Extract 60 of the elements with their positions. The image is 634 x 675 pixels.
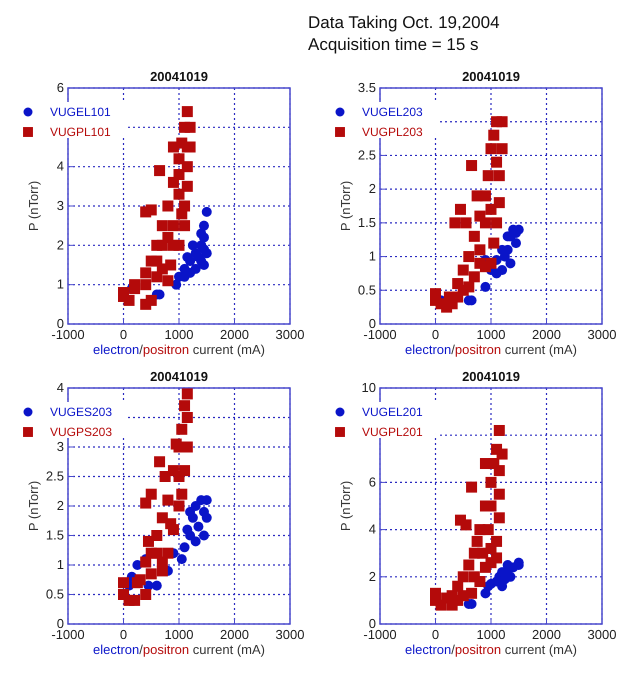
- y-tick-label: 6: [368, 474, 376, 490]
- x-tick-label: 0: [120, 327, 128, 342]
- x-tick-label: 2000: [220, 327, 249, 342]
- chart-title: 20041019: [462, 69, 520, 84]
- y-tick-label: 10: [362, 380, 376, 395]
- y-axis-title: P (nTorr): [26, 480, 41, 532]
- y-axis-title: P (nTorr): [338, 180, 353, 232]
- legend-label: VUGEL203: [362, 105, 424, 119]
- x-tick-label: 2000: [220, 627, 249, 642]
- x-tick-label: 0: [432, 327, 440, 342]
- y-tick-label: 2: [56, 498, 64, 513]
- y-tick-label: 3: [56, 439, 64, 454]
- x-tick-label: 1000: [164, 327, 194, 342]
- y-axis-title: P (nTorr): [26, 180, 41, 232]
- y-tick-label: 2.5: [46, 468, 64, 484]
- text: Acquisition time = 15 s: [308, 35, 479, 54]
- y-tick-label: 1: [56, 276, 64, 292]
- x-tick-label: 1000: [476, 627, 506, 642]
- x-axis-title: electron/positron current (mA): [405, 642, 577, 657]
- text: Data Taking Oct. 19,2004: [308, 13, 500, 32]
- x-tick-label: 3000: [276, 327, 304, 342]
- legend-label: VUGPL203: [362, 125, 424, 139]
- x-tick-label: 3000: [276, 627, 304, 642]
- x-tick-label: 2000: [532, 627, 561, 642]
- y-tick-label: 0.5: [358, 282, 376, 298]
- y-tick-label: 4: [368, 522, 376, 537]
- y-tick-label: 4: [56, 158, 64, 174]
- y-tick-label: 0.5: [46, 586, 64, 602]
- y-axis-title: P (nTorr): [338, 480, 353, 532]
- y-tick-label: 2: [56, 237, 64, 252]
- legend-label: VUGEL101: [50, 105, 112, 119]
- x-tick-label: 0: [120, 627, 128, 642]
- y-tick-label: 1: [368, 248, 376, 264]
- y-tick-label: 3.5: [358, 80, 376, 95]
- y-tick-label: 2.5: [358, 147, 376, 162]
- legend-label: VUGPL201: [362, 425, 424, 439]
- y-tick-label: 2: [368, 181, 376, 196]
- chart-title: 20041019: [462, 369, 520, 384]
- x-axis-title: electron/positron current (mA): [405, 342, 577, 357]
- x-tick-label: 3000: [588, 327, 616, 342]
- y-tick-label: 1: [56, 557, 64, 572]
- y-tick-label: 2: [368, 568, 376, 584]
- legend-label: VUGEL201: [362, 405, 424, 419]
- x-tick-label: 2000: [532, 327, 561, 342]
- x-tick-label: 1000: [476, 327, 506, 342]
- x-tick-label: 1000: [164, 627, 194, 642]
- y-tick-label: 3: [56, 198, 64, 213]
- legend-label: VUGES203: [50, 405, 112, 419]
- x-tick-label: 3000: [588, 627, 616, 642]
- y-tick-label: 1.5: [358, 214, 376, 230]
- legend-label: VUGPL101: [50, 125, 112, 139]
- chart-title: 20041019: [150, 369, 208, 384]
- x-axis-title: electron/positron current (mA): [93, 642, 265, 657]
- chart-title: 20041019: [150, 69, 208, 84]
- y-tick-label: 1.5: [46, 528, 64, 542]
- legend-label: VUGPS203: [50, 425, 112, 439]
- x-axis-title: electron/positron current (mA): [93, 342, 265, 357]
- y-tick-label: 4: [56, 380, 64, 395]
- x-tick-label: 0: [432, 627, 440, 642]
- y-tick-label: 6: [56, 80, 64, 95]
